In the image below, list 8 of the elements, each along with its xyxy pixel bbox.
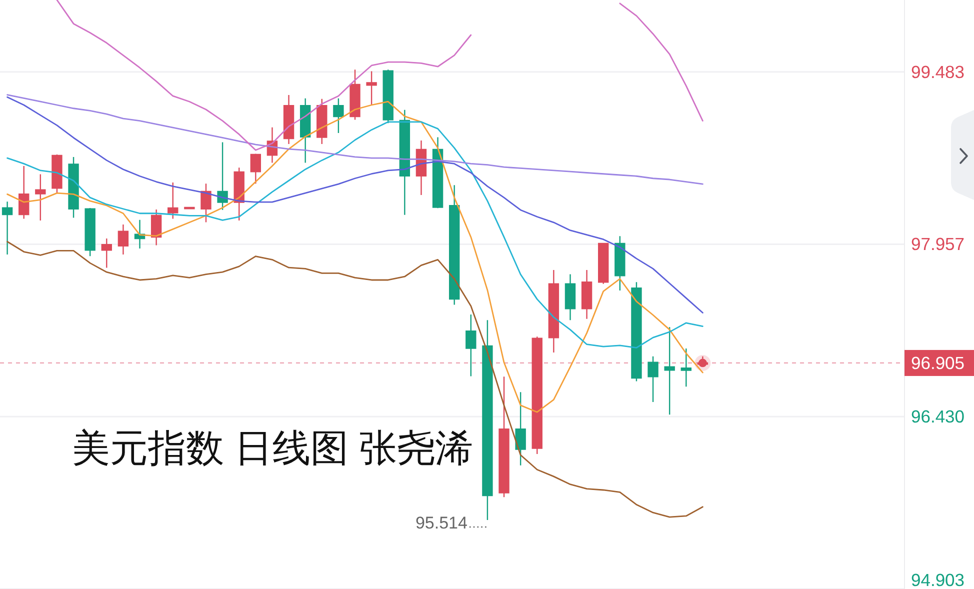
ref-line-label: 96.905 <box>911 352 965 373</box>
y-tick-label: 94.903 <box>911 570 965 589</box>
ref-label: 96.905 <box>904 350 974 376</box>
y-tick-label: 97.957 <box>911 234 965 254</box>
y-tick-label: 96.430 <box>911 406 965 427</box>
title: 美元指数 日线图 张尧浠 <box>72 428 474 470</box>
y-tick-label: 99.483 <box>911 62 965 82</box>
annotation: 95.514 <box>415 514 468 533</box>
